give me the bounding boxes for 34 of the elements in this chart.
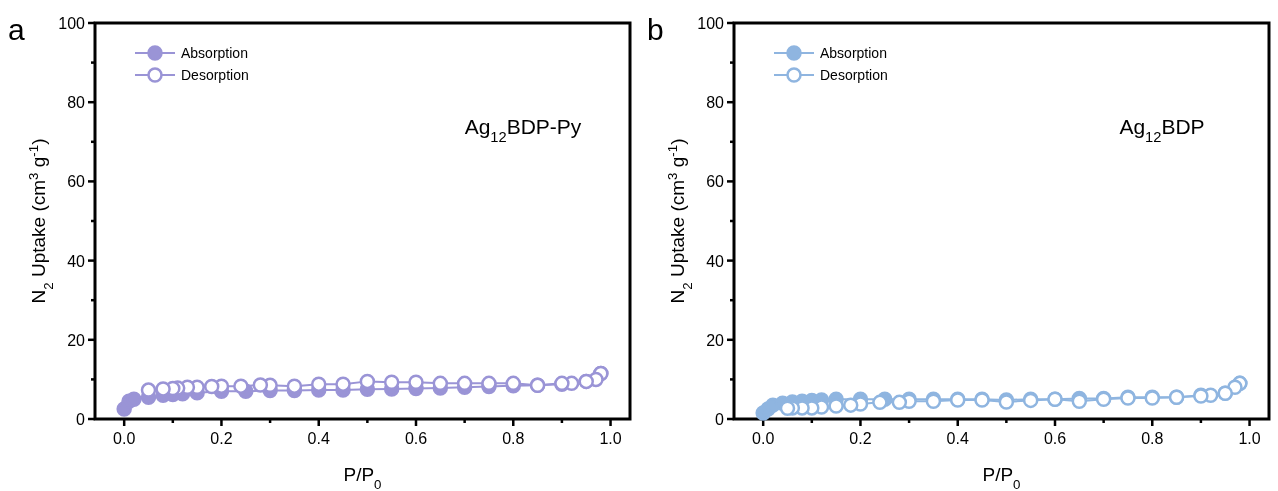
annotation: Ag$_{12}$BDP-Py xyxy=(464,114,582,145)
x-tick-label: 0.2 xyxy=(210,430,233,447)
legend-label: Desorption xyxy=(820,67,888,83)
y-tick-label: 20 xyxy=(67,331,86,349)
y-tick-label: 100 xyxy=(58,15,86,32)
y-tick-label: 0 xyxy=(76,411,86,428)
x-tick-label: 0.6 xyxy=(404,430,428,447)
legend-label: Desorption xyxy=(181,67,249,83)
y-tick-label: 40 xyxy=(67,252,86,270)
y-tick-label: 60 xyxy=(67,173,86,191)
annotation: Ag$_{12}$BDP xyxy=(1119,114,1205,145)
legend-label: Absorption xyxy=(820,45,887,61)
y-tick-label: 80 xyxy=(67,94,86,112)
y-tick-label: 80 xyxy=(706,94,725,112)
chart-title: b xyxy=(647,13,664,46)
x-axis-title: P/P$_{0}$ xyxy=(343,464,382,491)
x-tick-label: 0.0 xyxy=(113,430,136,447)
x-tick-label: 0.0 xyxy=(752,430,775,447)
y-tick-label: 100 xyxy=(697,15,725,32)
x-axis-title: P/P$_{0}$ xyxy=(982,464,1021,491)
x-tick-label: 0.8 xyxy=(502,430,525,447)
x-tick-label: 0.4 xyxy=(946,430,969,447)
x-tick-label: 0.4 xyxy=(307,430,330,447)
x-tick-label: 0.6 xyxy=(1043,430,1067,447)
x-tick-label: 0.8 xyxy=(1141,430,1164,447)
y-tick-label: 60 xyxy=(706,173,725,191)
chart-title: a xyxy=(8,13,25,46)
x-tick-label: 1.0 xyxy=(1238,430,1261,447)
legend-label: Absorption xyxy=(181,45,248,61)
y-tick-label: 20 xyxy=(706,331,725,349)
y-tick-label: 0 xyxy=(715,411,725,428)
x-tick-label: 0.2 xyxy=(849,430,872,447)
y-tick-label: 40 xyxy=(706,252,725,270)
x-tick-label: 1.0 xyxy=(599,430,622,447)
